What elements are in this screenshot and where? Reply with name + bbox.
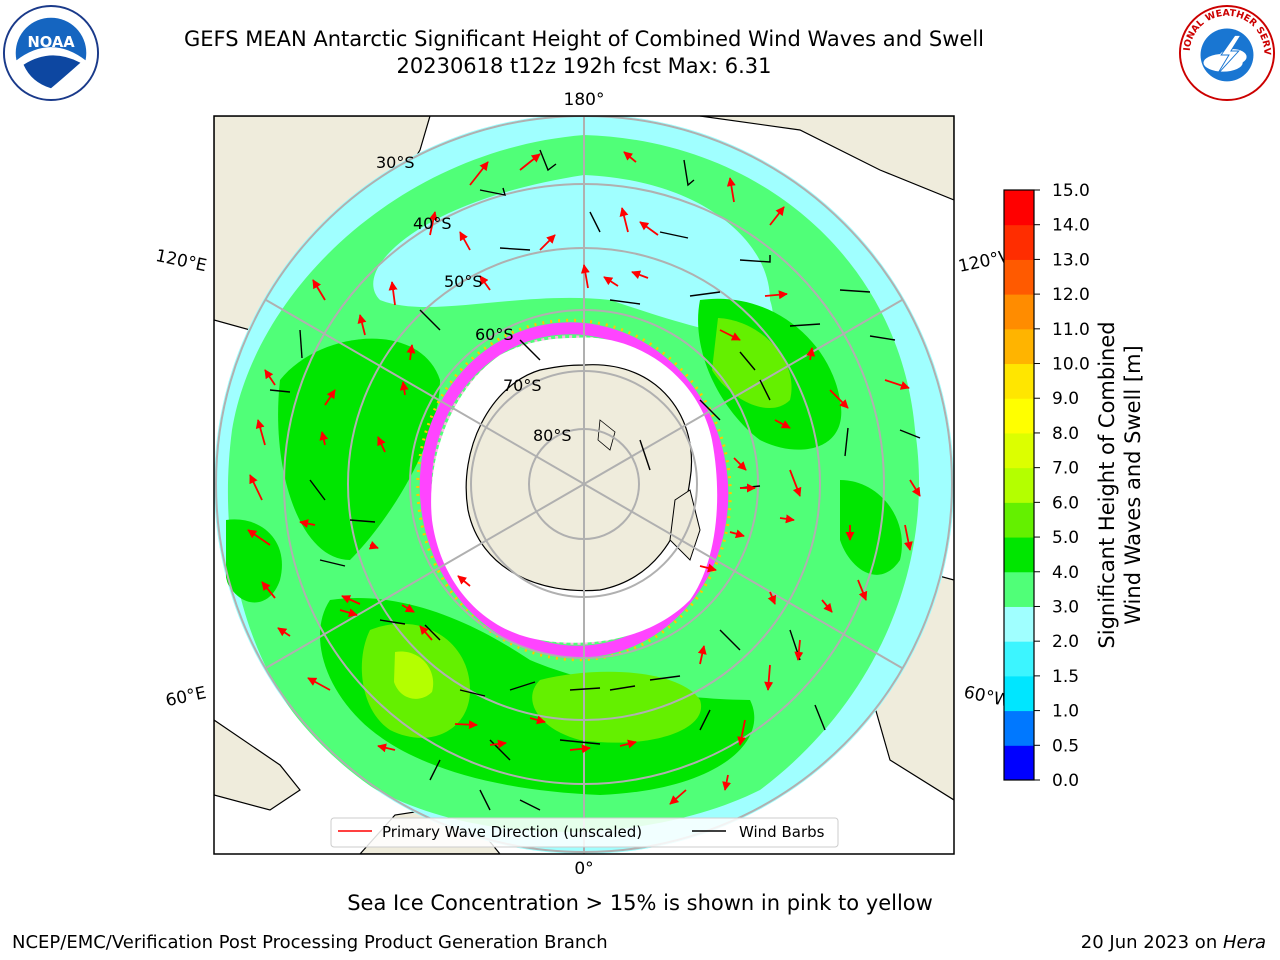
colorbar-tick-label: 14.0	[1052, 216, 1090, 236]
wind-barbs	[269, 149, 921, 811]
svg-text:180°: 180°	[564, 90, 605, 110]
latitude-labels: 30°S 40°S 50°S 60°S 70°S 80°S	[376, 153, 572, 445]
colorbar-swatch	[1004, 537, 1034, 573]
colorbar-tick-label: 5.0	[1052, 528, 1079, 548]
svg-text:80°S: 80°S	[533, 426, 572, 445]
svg-text:70°S: 70°S	[503, 376, 542, 395]
colorbar-swatch	[1004, 467, 1034, 503]
svg-text:120°E: 120°E	[154, 246, 209, 276]
colorbar-swatch	[1004, 502, 1034, 538]
footer-machine: Hera	[1222, 932, 1266, 953]
map-frame	[213, 115, 955, 855]
map-legend: Primary Wave Direction (unscaled) Wind B…	[330, 817, 839, 848]
colorbar-tick-label: 2.0	[1052, 632, 1079, 652]
noaa-logo-icon: NOAA	[2, 4, 100, 102]
colorbar-tick-label: 6.0	[1052, 493, 1079, 513]
colorbar-tick-label: 12.0	[1052, 285, 1090, 305]
colorbar-tick-label: 1.5	[1052, 667, 1079, 687]
colorbar-tick-label: 7.0	[1052, 459, 1079, 479]
colorbar-label-line1: Significant Height of Combined	[1095, 321, 1119, 648]
colorbar-tick-label: 0.5	[1052, 736, 1079, 756]
colorbar-swatch	[1004, 190, 1034, 226]
colorbar-tick-label: 3.0	[1052, 597, 1079, 617]
colorbar-tick-label: 8.0	[1052, 424, 1079, 444]
graticule	[215, 116, 953, 854]
map-title: GEFS MEAN Antarctic Significant Height o…	[183, 27, 985, 51]
svg-text:0°: 0°	[574, 859, 593, 879]
colorbar-tick-label: 10.0	[1052, 355, 1090, 375]
map-subtitle: 20230618 t12z 192h fcst Max: 6.31	[396, 54, 772, 78]
svg-text:50°S: 50°S	[444, 272, 483, 291]
colorbar-tick-label: 11.0	[1052, 320, 1090, 340]
svg-text:60°S: 60°S	[475, 325, 514, 344]
colorbar-swatch	[1004, 641, 1034, 677]
antarctica	[431, 337, 718, 643]
colorbar-ticks: 0.0 0.5 1.0 1.5 2.0 3.0 4.0 5.0 6.0 7.0 8.0 9.0 10.0…	[1034, 181, 1090, 791]
legend-barb-label: Wind Barbs	[739, 823, 825, 841]
colorbar-swatch	[1004, 224, 1034, 260]
svg-text:30°S: 30°S	[376, 153, 415, 172]
footer-branch: NCEP/EMC/Verification Post Processing Pr…	[12, 932, 608, 953]
legend-wave-label: Primary Wave Direction (unscaled)	[382, 823, 642, 841]
colorbar-swatch	[1004, 606, 1034, 642]
svg-text:NOAA: NOAA	[27, 34, 75, 51]
colorbar-swatch	[1004, 710, 1034, 746]
colorbar-swatch	[1004, 432, 1034, 469]
colorbar-tick-label: 13.0	[1052, 250, 1090, 270]
colorbar-swatch	[1004, 328, 1034, 365]
colorbar-swatches	[1004, 190, 1034, 781]
footer-date: 20 Jun 2023 on Hera	[1080, 932, 1266, 953]
colorbar-tick-label: 4.0	[1052, 563, 1079, 583]
nws-logo-icon: NATIONAL WEATHER SERVICE	[1178, 4, 1276, 102]
colorbar-swatch	[1004, 571, 1034, 607]
colorbar-swatch	[1004, 675, 1034, 712]
colorbar-label-line2: Wind Waves and Swell [m]	[1121, 345, 1145, 625]
colorbar-swatch	[1004, 363, 1034, 399]
wave-direction-arrows	[247, 151, 921, 805]
colorbar-tick-label: 0.0	[1052, 771, 1079, 791]
colorbar-swatch	[1004, 745, 1034, 781]
colorbar-swatch	[1004, 259, 1034, 295]
svg-text:40°S: 40°S	[413, 214, 452, 233]
colorbar-swatch	[1004, 294, 1034, 330]
colorbar: 0.0 0.5 1.0 1.5 2.0 3.0 4.0 5.0 6.0 7.0 8.0 9.0 10.0…	[1003, 181, 1145, 791]
colorbar-tick-label: 1.0	[1052, 702, 1079, 722]
sea-ice-note: Sea Ice Concentration > 15% is shown in …	[347, 891, 933, 915]
svg-text:60°E: 60°E	[164, 683, 208, 711]
colorbar-tick-label: 15.0	[1052, 181, 1090, 201]
colorbar-tick-label: 9.0	[1052, 389, 1079, 409]
colorbar-swatch	[1004, 398, 1034, 434]
